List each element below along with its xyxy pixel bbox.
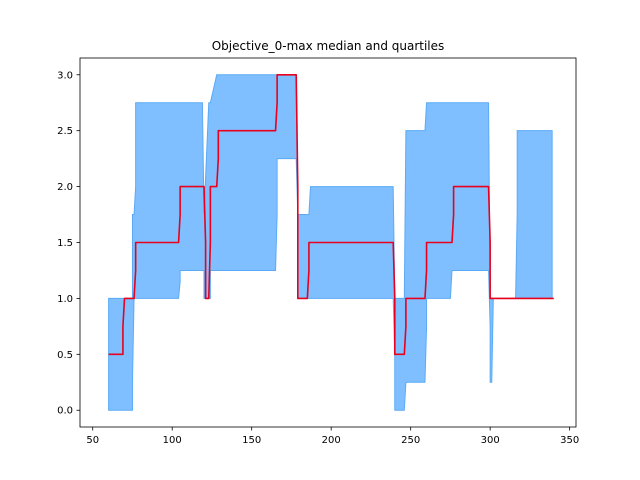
y-tick-label: 2.0 (57, 182, 73, 193)
chart-title: Objective_0-max median and quartiles (212, 39, 445, 53)
y-tick-label: 1.0 (57, 294, 73, 305)
y-tick-label: 2.5 (57, 126, 73, 137)
x-tick-label: 100 (163, 435, 182, 446)
y-tick-label: 0.5 (57, 350, 73, 361)
x-tick-label: 150 (242, 435, 261, 446)
median-line (108, 73, 554, 356)
y-tick-label: 0.0 (57, 406, 73, 417)
plot-area (108, 73, 554, 411)
x-tick-label: 300 (481, 435, 500, 446)
x-tick-label: 250 (401, 435, 420, 446)
x-tick-label: 50 (86, 435, 99, 446)
y-tick-label: 1.5 (57, 238, 73, 249)
y-tick-label: 3.0 (57, 70, 73, 81)
axes: 50 100 150 200 250 300 350 0.0 0.5 1.0 1.5 2.0 2.5 3.… (57, 57, 579, 446)
x-tick-label: 350 (560, 435, 579, 446)
x-tick-label: 200 (322, 435, 341, 446)
